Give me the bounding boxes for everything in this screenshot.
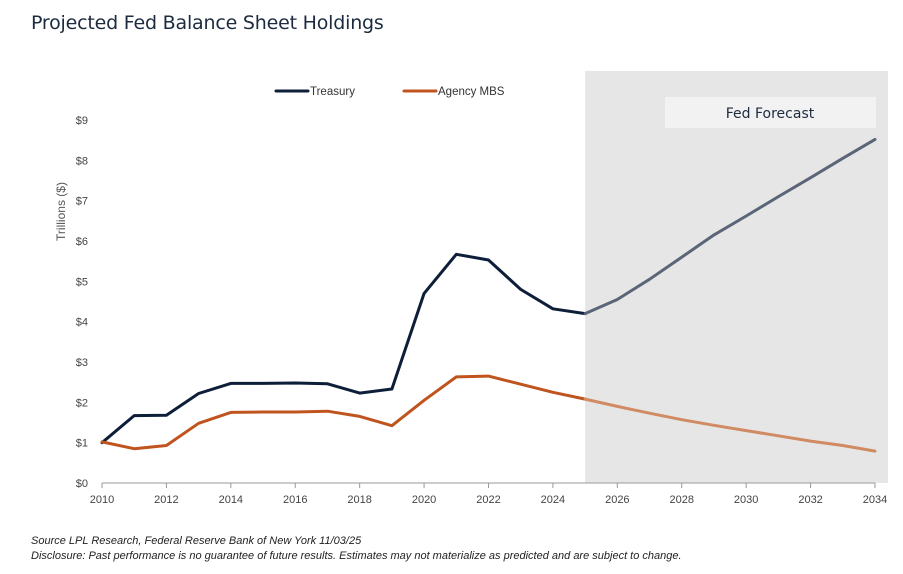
- series-line-agency-mbs: [100, 374, 587, 451]
- y-tick-label: $5: [76, 276, 88, 288]
- x-tick-label: 2026: [605, 494, 629, 506]
- y-tick-label: $7: [76, 196, 88, 208]
- y-axis-label: Trillions ($): [54, 182, 68, 241]
- y-tick-label: $3: [76, 357, 88, 369]
- y-tick-label: $6: [76, 236, 88, 248]
- x-tick-label: 2020: [412, 494, 436, 506]
- x-tick-label: 2030: [734, 494, 758, 506]
- x-tick-label: 2032: [798, 494, 822, 506]
- x-tick-label: 2018: [347, 494, 371, 506]
- y-tick-label: $1: [76, 438, 88, 450]
- forecast-label: Fed Forecast: [726, 106, 815, 122]
- y-tick-label: $4: [76, 317, 88, 329]
- series-forecast-line-treasury: [583, 137, 877, 316]
- y-tick-label: $2: [76, 397, 88, 409]
- forecast-label-box: [665, 97, 876, 128]
- source-note: Source LPL Research, Federal Reserve Ban…: [31, 535, 362, 547]
- x-tick-label: 2012: [154, 494, 178, 506]
- series-line-treasury: [100, 252, 587, 445]
- x-tick-label: 2028: [670, 494, 694, 506]
- x-tick-label: 2016: [283, 494, 307, 506]
- x-tick-label: 2034: [863, 494, 887, 506]
- footnotes: Source LPL Research, Federal Reserve Ban…: [31, 534, 682, 564]
- y-tick-label: $8: [76, 155, 88, 167]
- x-tick-label: 2014: [219, 494, 243, 506]
- x-tick-label: 2024: [541, 494, 565, 506]
- x-tick-label: 2010: [90, 494, 114, 506]
- x-tick-label: 2022: [476, 494, 500, 506]
- legend-label-treasury: Treasury: [310, 86, 355, 98]
- legend-label-agency-mbs: Agency MBS: [438, 86, 505, 98]
- disclosure-note: Disclosure: Past performance is no guara…: [31, 550, 682, 562]
- series-forecast-line-agency-mbs: [583, 397, 877, 453]
- y-tick-label: $9: [76, 115, 88, 127]
- y-tick-label: $0: [76, 478, 88, 490]
- chart-title: Projected Fed Balance Sheet Holdings: [31, 12, 384, 34]
- forecast-region: [585, 71, 888, 483]
